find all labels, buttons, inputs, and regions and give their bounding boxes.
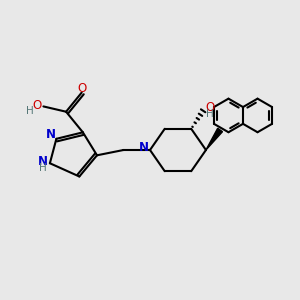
Text: O: O	[205, 101, 214, 114]
Text: H: H	[39, 163, 46, 173]
Text: N: N	[38, 155, 47, 168]
Text: H: H	[206, 109, 214, 119]
Text: O: O	[78, 82, 87, 95]
Polygon shape	[206, 128, 223, 150]
Text: N: N	[139, 141, 149, 154]
Text: N: N	[46, 128, 56, 141]
Text: O: O	[32, 99, 42, 112]
Text: H: H	[26, 106, 34, 116]
